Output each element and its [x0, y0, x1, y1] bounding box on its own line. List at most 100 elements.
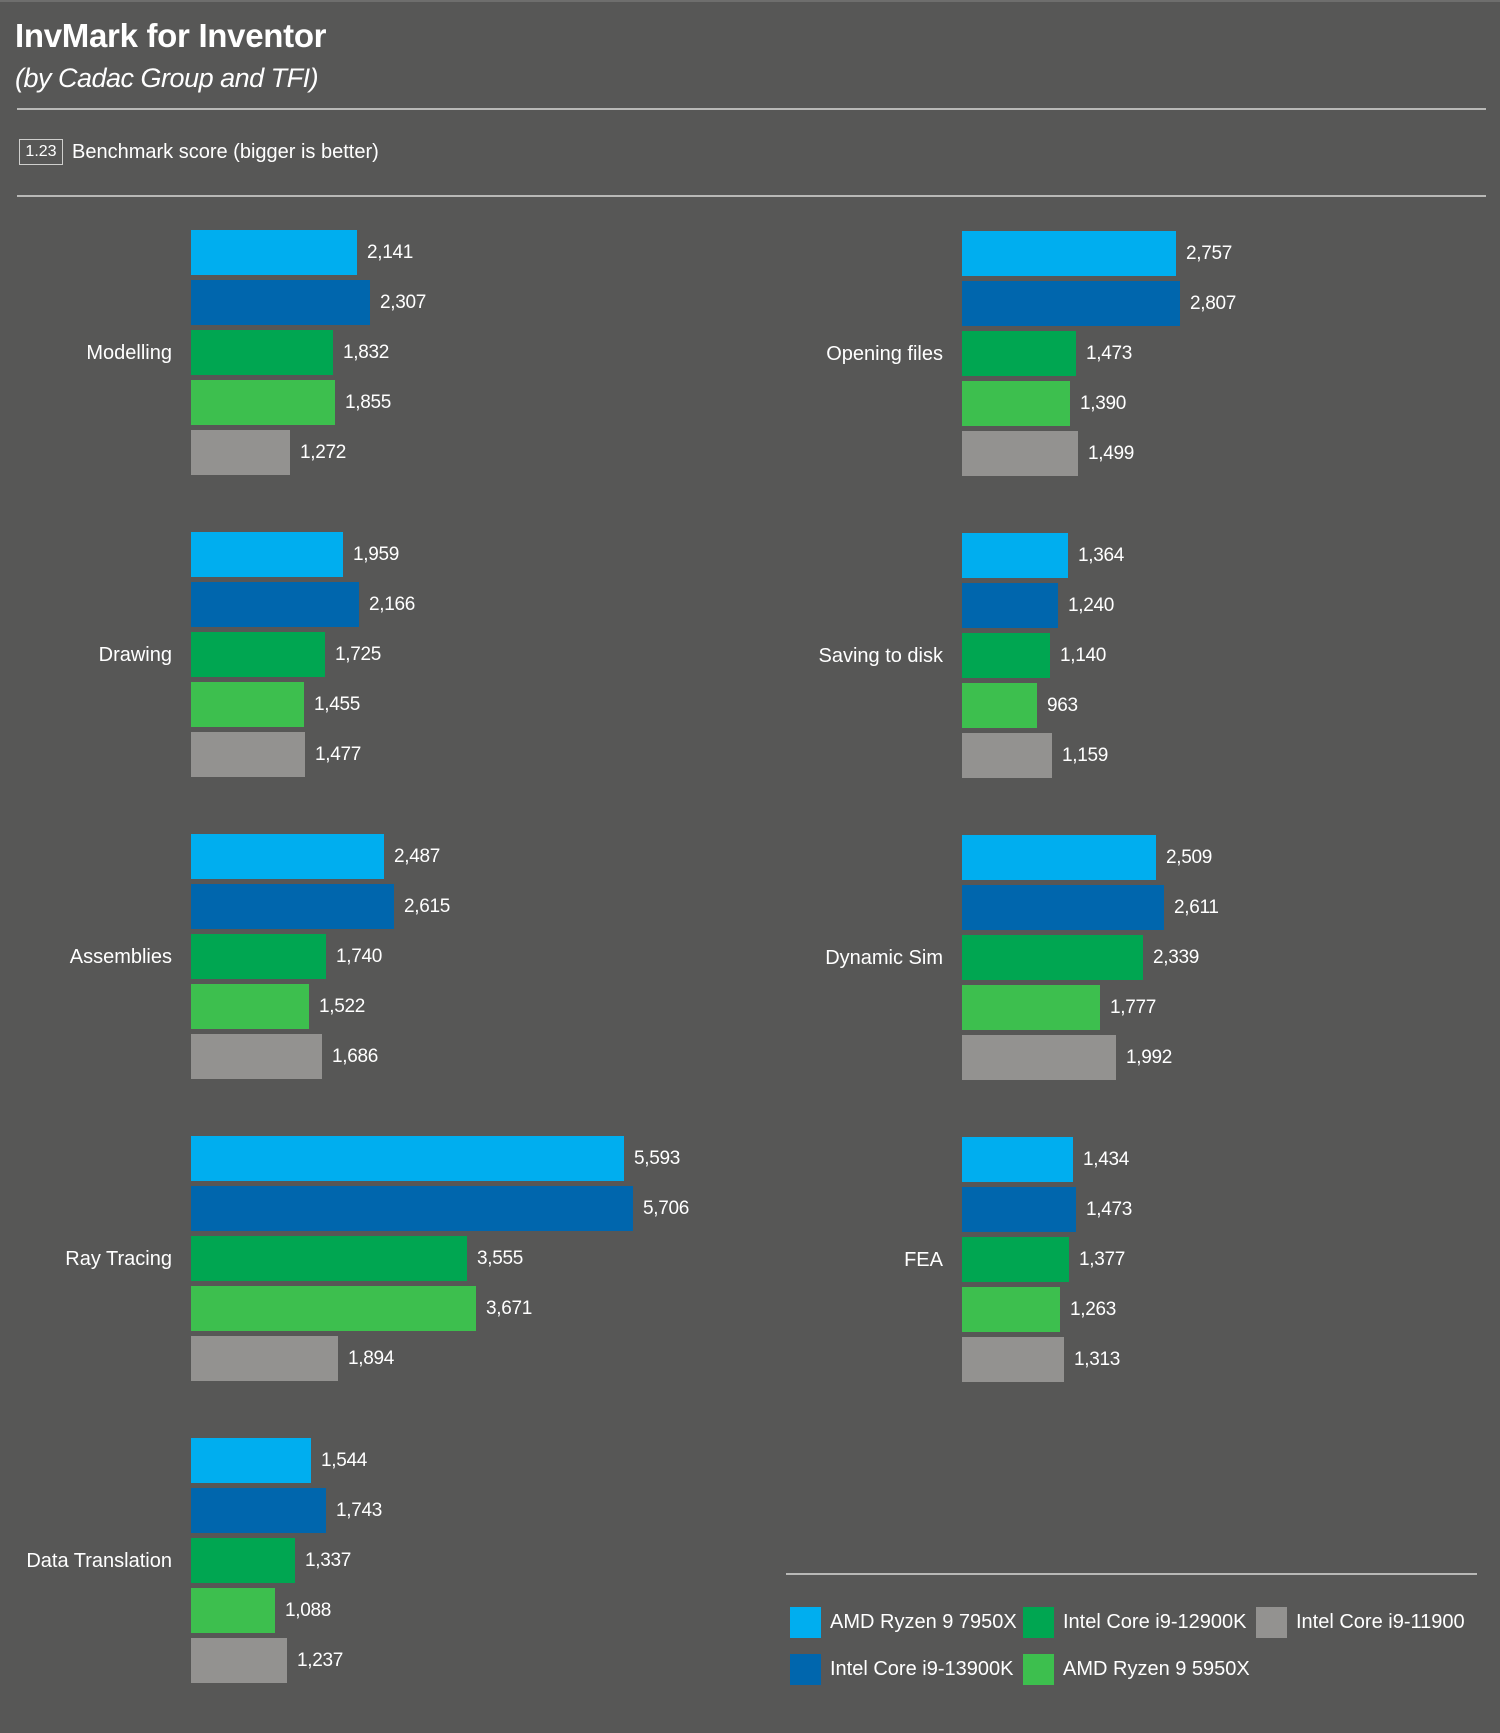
bar-ray-tracing-series-3: [191, 1286, 476, 1331]
value-label-dynamic-sim-series-0: 2,509: [1166, 846, 1213, 868]
value-label-saving-to-disk-series-2: 1,140: [1060, 644, 1107, 666]
bar-modelling-series-3: [191, 380, 335, 425]
category-label-saving-to-disk: Saving to disk: [818, 644, 943, 667]
bar-dynamic-sim-series-4: [962, 1035, 1116, 1080]
unit-sample-box: 1.23: [19, 139, 63, 165]
value-label-modelling-series-0: 2,141: [367, 241, 414, 263]
value-label-drawing-series-2: 1,725: [335, 643, 382, 665]
value-label-data-translation-series-1: 1,743: [336, 1499, 383, 1521]
category-label-assemblies: Assemblies: [69, 945, 172, 968]
value-label-assemblies-series-2: 1,740: [336, 945, 383, 967]
value-label-drawing-series-4: 1,477: [315, 743, 362, 765]
category-label-modelling: Modelling: [86, 341, 172, 364]
bar-drawing-series-3: [191, 682, 304, 727]
bar-assemblies-series-1: [191, 884, 394, 929]
legend-item-intel-core-i9-12900k: Intel Core i9-12900K: [1023, 1606, 1246, 1638]
bar-data-translation-series-1: [191, 1488, 326, 1533]
category-label-ray-tracing: Ray Tracing: [65, 1247, 172, 1270]
value-label-opening-files-series-3: 1,390: [1080, 392, 1127, 414]
value-label-fea-series-3: 1,263: [1070, 1298, 1117, 1320]
bar-opening-files-series-0: [962, 231, 1176, 276]
bar-data-translation-series-2: [191, 1538, 295, 1583]
bar-drawing-series-4: [191, 732, 305, 777]
legend-swatch: [1023, 1653, 1054, 1685]
legend-label: AMD Ryzen 9 5950X: [1063, 1657, 1250, 1680]
value-label-assemblies-series-3: 1,522: [319, 995, 366, 1017]
legend-label: Intel Core i9-13900K: [830, 1657, 1014, 1680]
value-label-ray-tracing-series-3: 3,671: [486, 1297, 533, 1319]
value-label-modelling-series-3: 1,855: [345, 391, 392, 413]
value-label-opening-files-series-4: 1,499: [1088, 442, 1135, 464]
chart-title: InvMark for Inventor: [15, 17, 327, 54]
value-label-modelling-series-2: 1,832: [343, 341, 390, 363]
value-label-modelling-series-4: 1,272: [300, 441, 347, 463]
bar-saving-to-disk-series-3: [962, 683, 1037, 728]
bar-ray-tracing-series-4: [191, 1336, 338, 1381]
bar-dynamic-sim-series-2: [962, 935, 1143, 980]
bar-opening-files-series-2: [962, 331, 1076, 376]
value-label-data-translation-series-3: 1,088: [285, 1599, 332, 1621]
value-label-drawing-series-3: 1,455: [314, 693, 361, 715]
legend-item-amd-ryzen-9-7950x: AMD Ryzen 9 7950X: [790, 1606, 1017, 1638]
bar-dynamic-sim-series-3: [962, 985, 1100, 1030]
top-border: [0, 0, 1500, 2]
bar-dynamic-sim-series-0: [962, 835, 1156, 880]
bar-opening-files-series-3: [962, 381, 1070, 426]
value-label-fea-series-2: 1,377: [1079, 1248, 1126, 1270]
bar-ray-tracing-series-1: [191, 1186, 633, 1231]
bar-fea-series-0: [962, 1137, 1073, 1182]
category-label-data-translation: Data Translation: [26, 1549, 172, 1572]
bar-fea-series-3: [962, 1287, 1060, 1332]
value-label-opening-files-series-1: 2,807: [1190, 292, 1237, 314]
bar-saving-to-disk-series-0: [962, 533, 1068, 578]
bar-data-translation-series-0: [191, 1438, 311, 1483]
value-label-saving-to-disk-series-3: 963: [1047, 694, 1078, 716]
value-label-assemblies-series-0: 2,487: [394, 845, 441, 867]
bar-fea-series-4: [962, 1337, 1064, 1382]
bar-drawing-series-1: [191, 582, 359, 627]
legend-swatch: [1256, 1606, 1287, 1638]
value-label-ray-tracing-series-0: 5,593: [634, 1147, 681, 1169]
value-label-drawing-series-0: 1,959: [353, 543, 400, 565]
value-label-saving-to-disk-series-0: 1,364: [1078, 544, 1125, 566]
bar-ray-tracing-series-0: [191, 1136, 624, 1181]
legend-swatch: [790, 1606, 821, 1638]
bar-assemblies-series-2: [191, 934, 326, 979]
value-label-fea-series-0: 1,434: [1083, 1148, 1130, 1170]
legend-swatch: [790, 1653, 821, 1685]
bar-data-translation-series-4: [191, 1638, 287, 1683]
value-label-ray-tracing-series-2: 3,555: [477, 1247, 524, 1269]
bar-assemblies-series-3: [191, 984, 309, 1029]
value-label-fea-series-1: 1,473: [1086, 1198, 1133, 1220]
value-label-opening-files-series-2: 1,473: [1086, 342, 1133, 364]
value-label-data-translation-series-0: 1,544: [321, 1449, 368, 1471]
legend-label: AMD Ryzen 9 7950X: [830, 1610, 1017, 1633]
unit-description: Benchmark score (bigger is better): [72, 141, 379, 163]
legend-item-amd-ryzen-9-5950x: AMD Ryzen 9 5950X: [1023, 1653, 1250, 1685]
bar-assemblies-series-0: [191, 834, 384, 879]
legend-item-intel-core-i9-13900k: Intel Core i9-13900K: [790, 1653, 1013, 1685]
value-label-dynamic-sim-series-4: 1,992: [1126, 1046, 1173, 1068]
value-label-dynamic-sim-series-1: 2,611: [1174, 896, 1219, 918]
bar-opening-files-series-4: [962, 431, 1078, 476]
value-label-drawing-series-1: 2,166: [369, 593, 416, 615]
bar-data-translation-series-3: [191, 1588, 275, 1633]
bar-dynamic-sim-series-1: [962, 885, 1164, 930]
bar-fea-series-2: [962, 1237, 1069, 1282]
chart-subtitle: (by Cadac Group and TFI): [15, 63, 319, 93]
bar-saving-to-disk-series-1: [962, 583, 1058, 628]
value-label-modelling-series-1: 2,307: [380, 291, 427, 313]
value-label-assemblies-series-4: 1,686: [332, 1045, 379, 1067]
value-label-saving-to-disk-series-1: 1,240: [1068, 594, 1115, 616]
legend-item-intel-core-i9-11900: Intel Core i9-11900: [1256, 1606, 1465, 1638]
bar-modelling-series-0: [191, 230, 357, 275]
subheader-divider: [17, 195, 1486, 197]
category-label-fea: FEA: [904, 1248, 943, 1271]
bar-saving-to-disk-series-4: [962, 733, 1052, 778]
category-label-drawing: Drawing: [98, 643, 172, 666]
value-label-data-translation-series-4: 1,237: [297, 1649, 344, 1671]
bar-modelling-series-1: [191, 280, 370, 325]
bar-fea-series-1: [962, 1187, 1076, 1232]
legend-label: Intel Core i9-12900K: [1063, 1610, 1247, 1633]
bar-ray-tracing-series-2: [191, 1236, 467, 1281]
